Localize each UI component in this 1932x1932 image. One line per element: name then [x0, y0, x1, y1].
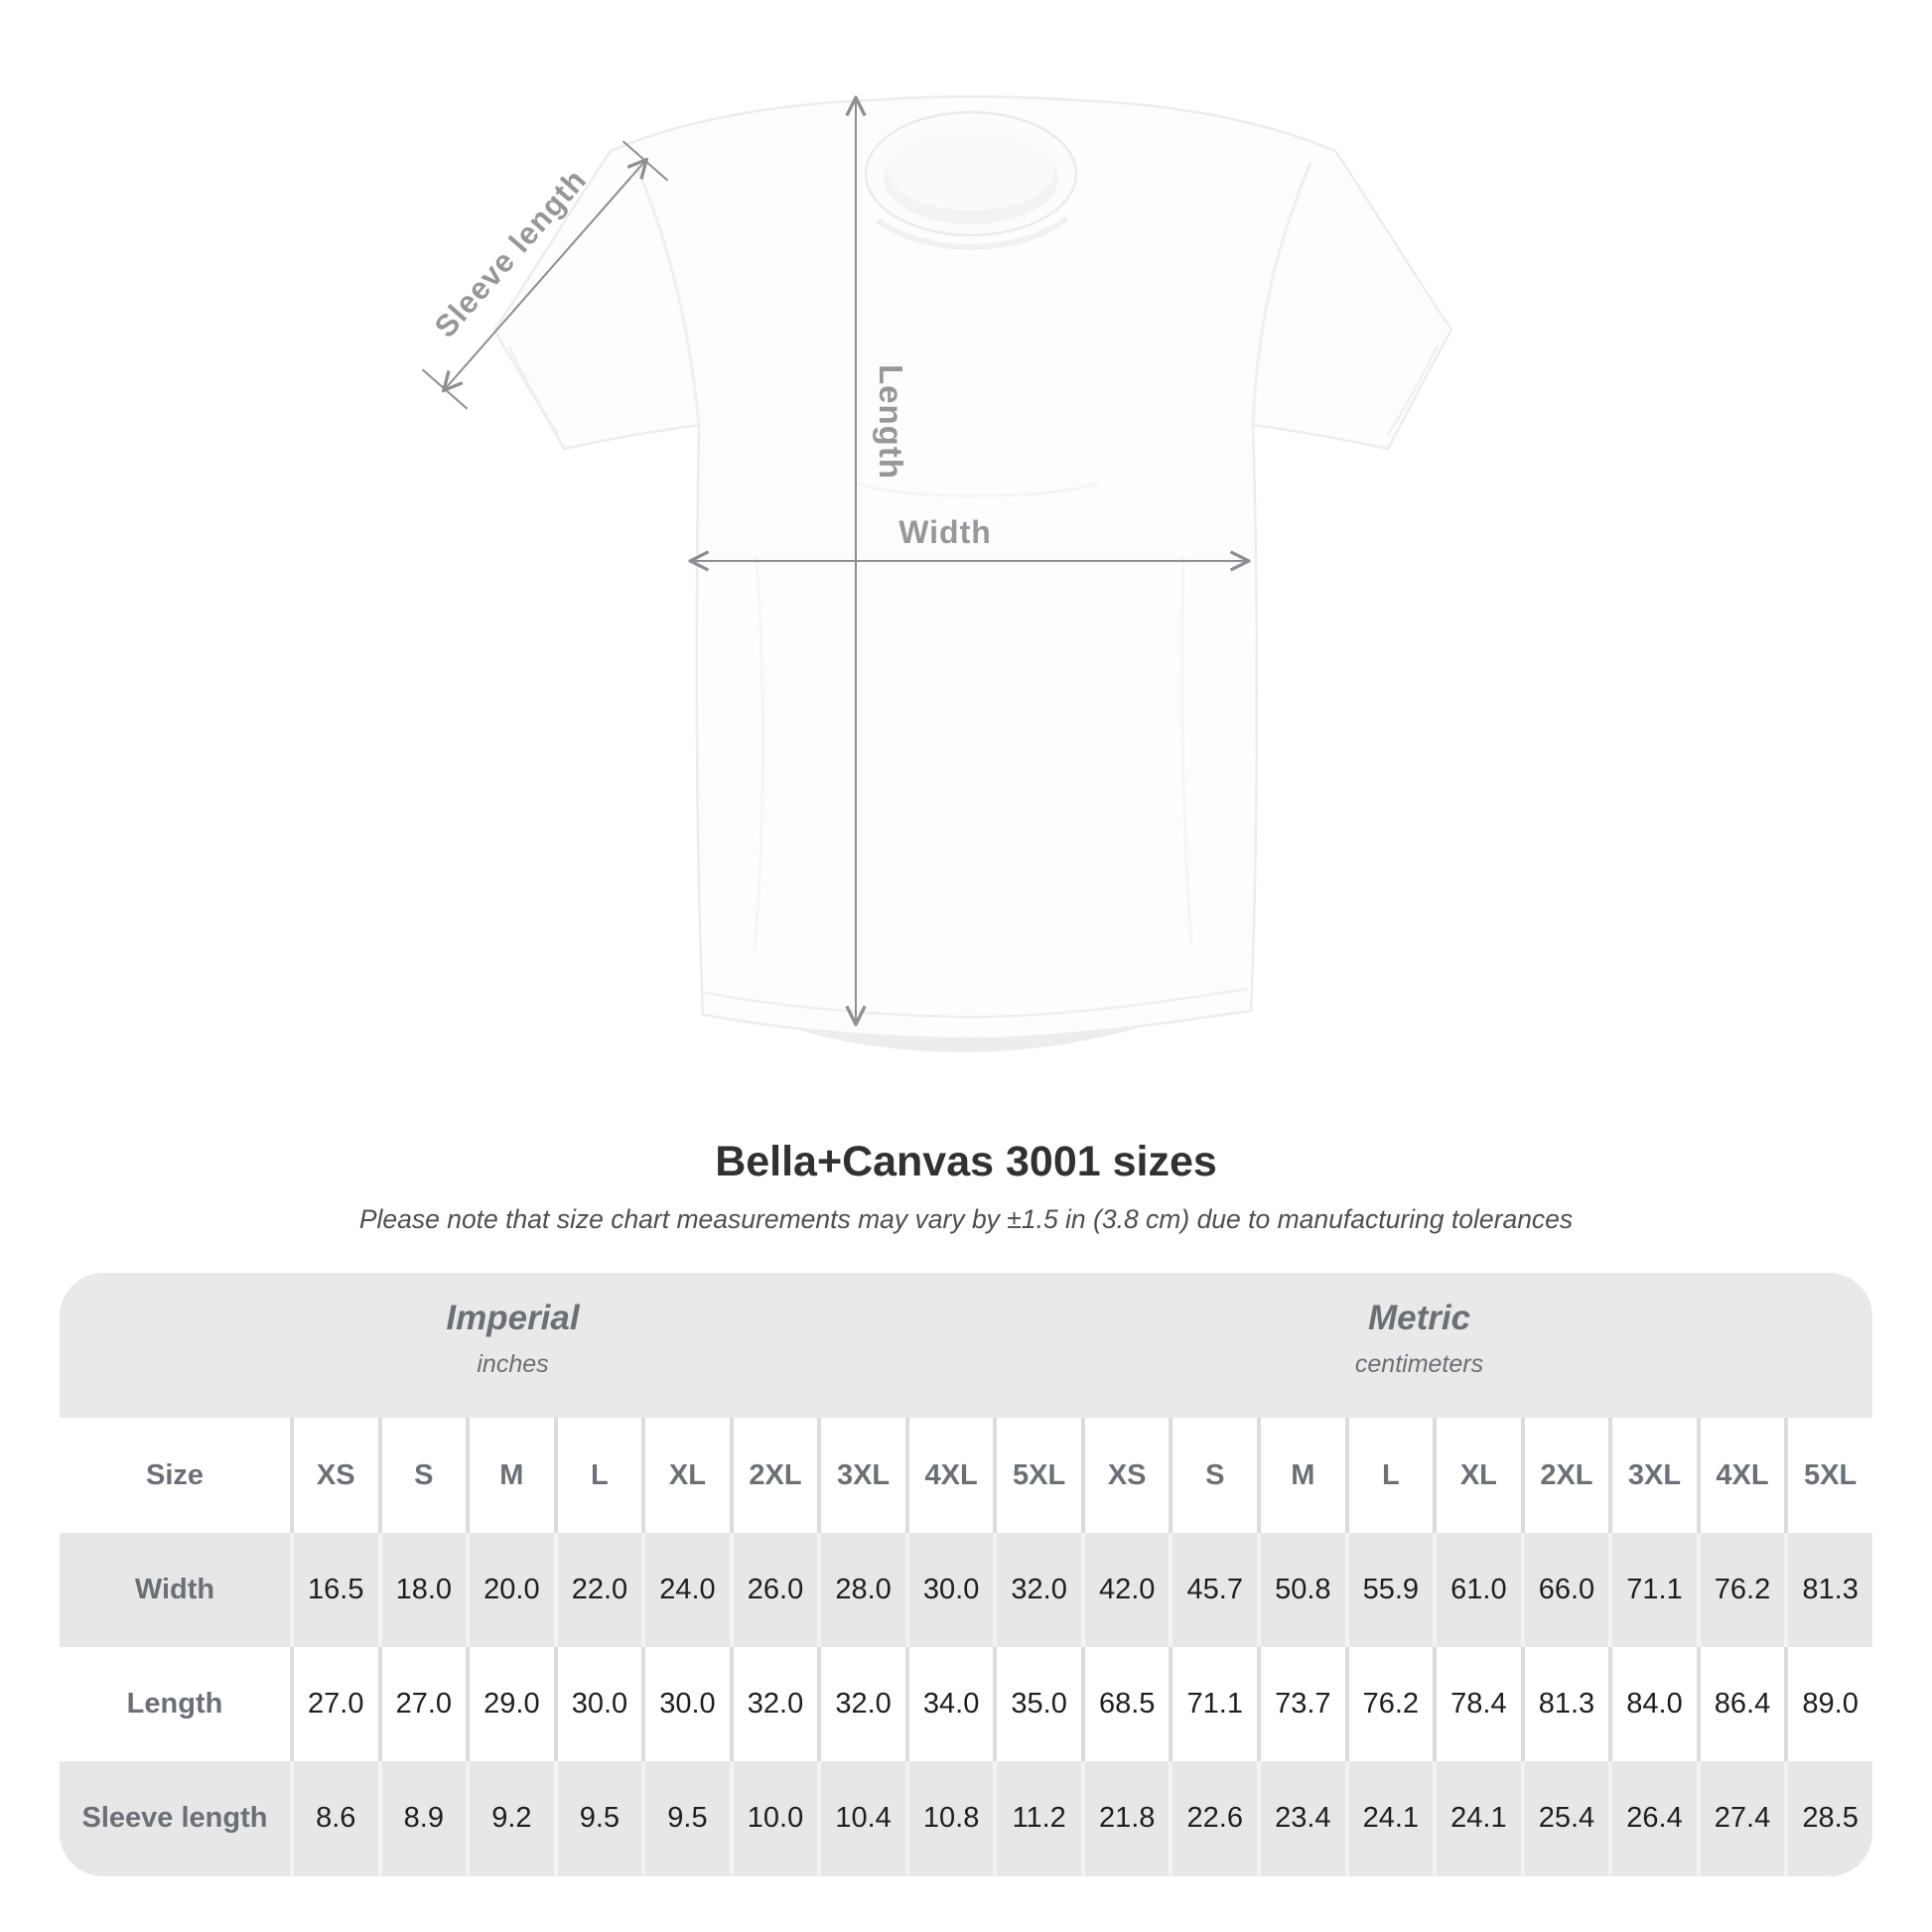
size-header-metric-m: M: [1257, 1418, 1345, 1533]
unit-header-band: Imperial inches Metric centimeters: [60, 1273, 1872, 1418]
metric-value-cell: 21.8: [1080, 1761, 1170, 1875]
metric-value-cell: 81.3: [1520, 1647, 1609, 1761]
width-label: Width: [898, 514, 992, 550]
imperial-value-cell: 32.0: [729, 1647, 818, 1761]
metric-value-cell: 71.1: [1169, 1647, 1258, 1761]
metric-value-cell: 76.2: [1344, 1647, 1434, 1761]
metric-value-cell: 24.1: [1433, 1761, 1521, 1875]
measurement-row: Sleeve length 8.6 8.9 9.2 9.5 9.5 10.0 10.4 10.8…: [60, 1761, 1872, 1875]
imperial-label: Imperial: [446, 1299, 580, 1337]
imperial-value-cell: 10.4: [817, 1761, 905, 1875]
size-header-imperial-m: M: [466, 1418, 554, 1533]
metric-value-cell: 24.1: [1344, 1761, 1434, 1875]
metric-value-cell: 66.0: [1520, 1533, 1609, 1647]
imperial-value-cell: 30.0: [904, 1533, 994, 1647]
page-title: Bella+Canvas 3001 sizes: [715, 1138, 1217, 1185]
metric-label: Metric: [1367, 1299, 1471, 1337]
row-label: Width: [60, 1533, 290, 1647]
size-header-metric-3xl: 3XL: [1608, 1418, 1697, 1533]
imperial-value-cell: 20.0: [466, 1533, 554, 1647]
metric-header: Metric centimeters: [966, 1273, 1872, 1418]
imperial-value-cell: 9.5: [553, 1761, 642, 1875]
imperial-value-cell: 24.0: [641, 1533, 730, 1647]
size-table-body: Width 16.5 18.0 20.0 22.0 24.0 26.0 28.0 30.0 32.…: [60, 1533, 1872, 1875]
imperial-value-cell: 9.2: [466, 1761, 554, 1875]
imperial-value-cell: 35.0: [993, 1647, 1081, 1761]
metric-value-cell: 68.5: [1080, 1647, 1170, 1761]
size-header-metric-l: L: [1344, 1418, 1434, 1533]
measurement-row: Length 27.0 27.0 29.0 30.0 30.0 32.0 32.0 34.0 35…: [60, 1647, 1872, 1761]
metric-value-cell: 73.7: [1257, 1647, 1345, 1761]
size-header-imperial-4xl: 4XL: [904, 1418, 994, 1533]
metric-value-cell: 26.4: [1608, 1761, 1697, 1875]
imperial-value-cell: 26.0: [729, 1533, 818, 1647]
sleeve-length-dimension-arrow: [421, 140, 669, 410]
size-table: Size XS S M L XL 2XL 3XL 4XL 5XL XS S M L XL 2XL 3XL 4XL 5…: [60, 1418, 1872, 1875]
metric-value-cell: 84.0: [1608, 1647, 1697, 1761]
metric-value-cell: 78.4: [1433, 1647, 1521, 1761]
metric-unit: centimeters: [1354, 1350, 1484, 1378]
metric-value-cell: 89.0: [1784, 1647, 1872, 1761]
imperial-value-cell: 32.0: [817, 1647, 905, 1761]
imperial-value-cell: 34.0: [904, 1647, 994, 1761]
size-header-imperial-xl: XL: [641, 1418, 730, 1533]
row-label: Length: [60, 1647, 290, 1761]
imperial-value-cell: 32.0: [993, 1533, 1081, 1647]
imperial-header: Imperial inches: [60, 1273, 966, 1418]
size-header-imperial-xs: XS: [290, 1418, 378, 1533]
metric-value-cell: 50.8: [1257, 1533, 1345, 1647]
metric-value-cell: 25.4: [1520, 1761, 1609, 1875]
size-header-metric-5xl: 5XL: [1784, 1418, 1872, 1533]
imperial-value-cell: 10.8: [904, 1761, 994, 1875]
metric-value-cell: 45.7: [1169, 1533, 1258, 1647]
metric-value-cell: 81.3: [1784, 1533, 1872, 1647]
size-header-row: Size XS S M L XL 2XL 3XL 4XL 5XL XS S M L XL 2XL 3XL 4XL 5…: [60, 1418, 1872, 1533]
imperial-value-cell: 10.0: [729, 1761, 818, 1875]
imperial-value-cell: 27.0: [290, 1647, 378, 1761]
metric-value-cell: 61.0: [1433, 1533, 1521, 1647]
tshirt-illustration: [492, 95, 1453, 1040]
size-header-metric-xs: XS: [1080, 1418, 1170, 1533]
tshirt-collar: [864, 110, 1078, 250]
tshirt-measurement-diagram: Length Width Sleeve length: [421, 95, 1453, 1052]
size-header-imperial-l: L: [553, 1418, 642, 1533]
size-table-card: Imperial inches Metric centimeters Size X…: [60, 1273, 1872, 1876]
size-header-metric-s: S: [1169, 1418, 1258, 1533]
size-header-imperial-5xl: 5XL: [993, 1418, 1081, 1533]
imperial-value-cell: 22.0: [553, 1533, 642, 1647]
metric-value-cell: 42.0: [1080, 1533, 1170, 1647]
size-header-imperial-2xl: 2XL: [729, 1418, 818, 1533]
size-column-header: Size: [60, 1418, 290, 1533]
size-header-metric-4xl: 4XL: [1696, 1418, 1785, 1533]
row-label: Sleeve length: [60, 1761, 290, 1875]
imperial-unit: inches: [477, 1350, 549, 1378]
metric-value-cell: 86.4: [1696, 1647, 1785, 1761]
metric-value-cell: 76.2: [1696, 1533, 1785, 1647]
metric-value-cell: 28.5: [1784, 1761, 1872, 1875]
imperial-value-cell: 9.5: [641, 1761, 730, 1875]
imperial-value-cell: 27.0: [377, 1647, 467, 1761]
imperial-value-cell: 8.9: [377, 1761, 467, 1875]
measurement-row: Width 16.5 18.0 20.0 22.0 24.0 26.0 28.0 30.0 32.…: [60, 1533, 1872, 1647]
imperial-value-cell: 18.0: [377, 1533, 467, 1647]
metric-value-cell: 27.4: [1696, 1761, 1785, 1875]
imperial-value-cell: 29.0: [466, 1647, 554, 1761]
metric-value-cell: 23.4: [1257, 1761, 1345, 1875]
metric-value-cell: 71.1: [1608, 1533, 1697, 1647]
imperial-value-cell: 11.2: [993, 1761, 1081, 1875]
imperial-value-cell: 30.0: [641, 1647, 730, 1761]
imperial-value-cell: 30.0: [553, 1647, 642, 1761]
metric-value-cell: 22.6: [1169, 1761, 1258, 1875]
imperial-value-cell: 8.6: [290, 1761, 378, 1875]
imperial-value-cell: 28.0: [817, 1533, 905, 1647]
size-header-imperial-3xl: 3XL: [817, 1418, 905, 1533]
size-header-imperial-s: S: [377, 1418, 467, 1533]
size-header-metric-xl: XL: [1433, 1418, 1521, 1533]
imperial-value-cell: 16.5: [290, 1533, 378, 1647]
metric-value-cell: 55.9: [1344, 1533, 1434, 1647]
size-header-metric-2xl: 2XL: [1520, 1418, 1609, 1533]
tolerance-note: Please note that size chart measurements…: [358, 1204, 1574, 1234]
length-label: Length: [873, 364, 909, 480]
